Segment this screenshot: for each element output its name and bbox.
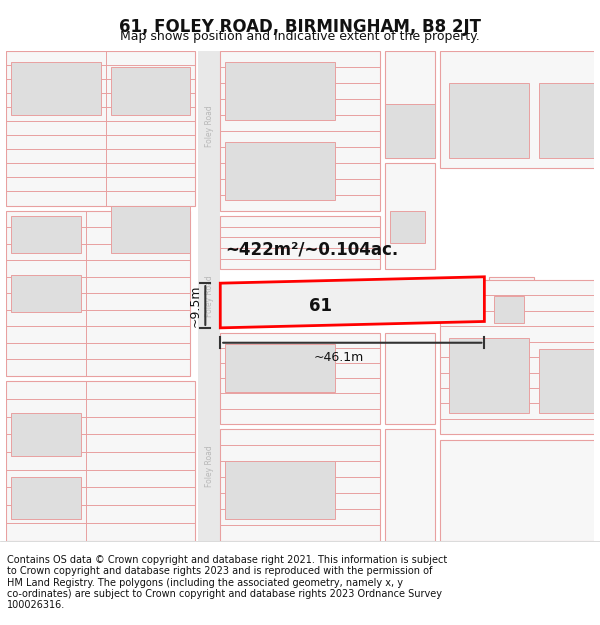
Bar — [11, 274, 81, 312]
Bar — [220, 51, 380, 211]
Bar — [11, 477, 81, 519]
Bar — [539, 83, 599, 158]
Bar — [440, 280, 600, 434]
Bar — [220, 333, 380, 424]
Text: 61, FOLEY ROAD, BIRMINGHAM, B8 2JT: 61, FOLEY ROAD, BIRMINGHAM, B8 2JT — [119, 18, 481, 36]
Text: Contains OS data © Crown copyright and database right 2021. This information is : Contains OS data © Crown copyright and d… — [7, 555, 448, 565]
Bar — [225, 461, 335, 519]
Polygon shape — [220, 277, 484, 328]
Bar — [225, 62, 335, 121]
Bar — [6, 51, 196, 206]
Bar — [389, 211, 425, 242]
Bar — [494, 296, 524, 322]
Bar — [220, 216, 380, 269]
Bar — [385, 51, 434, 158]
Bar — [385, 104, 434, 158]
Bar — [385, 163, 434, 269]
Bar — [225, 142, 335, 200]
Text: ~9.5m: ~9.5m — [188, 284, 202, 327]
Text: to Crown copyright and database rights 2023 and is reproduced with the permissio: to Crown copyright and database rights 2… — [7, 566, 433, 576]
Bar — [11, 413, 81, 456]
Bar — [539, 349, 599, 413]
Bar — [110, 206, 190, 253]
Bar — [449, 83, 529, 158]
Bar — [110, 68, 190, 115]
Text: HM Land Registry. The polygons (including the associated geometry, namely x, y: HM Land Registry. The polygons (includin… — [7, 578, 403, 587]
Bar — [6, 381, 196, 541]
Bar — [220, 429, 380, 541]
Bar — [11, 62, 101, 115]
Text: ~46.1m: ~46.1m — [314, 351, 364, 364]
Text: 61: 61 — [309, 296, 332, 314]
Bar — [385, 429, 434, 541]
Bar — [225, 344, 335, 392]
Text: Map shows position and indicative extent of the property.: Map shows position and indicative extent… — [120, 30, 480, 43]
Bar — [440, 439, 600, 541]
Bar — [449, 339, 529, 413]
Bar — [11, 216, 81, 253]
Bar — [199, 51, 220, 541]
Text: 100026316.: 100026316. — [7, 600, 65, 610]
Text: Foley Road: Foley Road — [205, 275, 214, 317]
Text: Foley Road: Foley Road — [205, 105, 214, 147]
Text: ~422m²/~0.104ac.: ~422m²/~0.104ac. — [225, 240, 398, 258]
Bar — [440, 51, 600, 168]
Bar — [6, 211, 190, 376]
Text: co-ordinates) are subject to Crown copyright and database rights 2023 Ordnance S: co-ordinates) are subject to Crown copyr… — [7, 589, 442, 599]
Bar — [490, 277, 534, 328]
Bar — [385, 333, 434, 424]
Text: Foley Road: Foley Road — [205, 445, 214, 487]
